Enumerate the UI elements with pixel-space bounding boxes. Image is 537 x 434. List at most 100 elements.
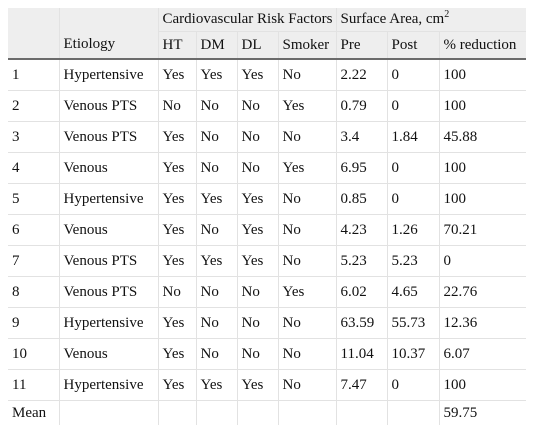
cell-smoker: No bbox=[278, 121, 337, 153]
table-row: 6 Venous Yes No Yes No 4.23 1.26 70.21 bbox=[8, 214, 527, 246]
cell-reduction: 0 bbox=[439, 245, 527, 277]
table-container: Cardiovascular Risk Factors Surface Area… bbox=[8, 8, 527, 425]
cell-id: 4 bbox=[8, 152, 60, 184]
cell-smoker: Yes bbox=[278, 152, 337, 184]
cell-smoker: No bbox=[278, 307, 337, 339]
mean-reduction: 59.75 bbox=[443, 404, 478, 421]
column-header-post: Post bbox=[387, 31, 440, 60]
table-row: 1 Hypertensive Yes Yes Yes No 2.22 0 100 bbox=[8, 59, 527, 91]
cell-ht: Yes bbox=[158, 214, 197, 246]
cell-etiology: Venous PTS bbox=[59, 90, 159, 122]
cell-post: 5.23 bbox=[387, 245, 440, 277]
cell-post: 0 bbox=[387, 152, 440, 184]
cell-ht: No bbox=[158, 276, 197, 308]
header-blank-etiology bbox=[59, 8, 159, 32]
cell-id: 1 bbox=[8, 59, 60, 91]
cell-post: 1.84 bbox=[387, 121, 440, 153]
cell-reduction: 12.36 bbox=[439, 307, 527, 339]
cell-reduction: 70.21 bbox=[439, 214, 527, 246]
column-header-id bbox=[8, 31, 60, 60]
cell-etiology: Venous bbox=[59, 214, 159, 246]
risk-factors-group-label: Cardiovascular Risk Factors bbox=[162, 11, 333, 27]
cell-dm: Yes bbox=[196, 183, 238, 215]
table-row: 8 Venous PTS No No No Yes 6.02 4.65 22.7… bbox=[8, 276, 527, 308]
surface-area-unit-exponent: 2 bbox=[444, 9, 450, 20]
cell-dm: Yes bbox=[196, 245, 238, 277]
cell-pre: 7.47 bbox=[336, 369, 388, 401]
header-blank-id bbox=[8, 8, 60, 32]
mean-empty-dm bbox=[196, 400, 238, 425]
cell-ht: Yes bbox=[158, 183, 197, 215]
cell-smoker: No bbox=[278, 183, 337, 215]
cell-id: 10 bbox=[8, 338, 60, 370]
cell-smoker: Yes bbox=[278, 276, 337, 308]
mean-empty-pre bbox=[336, 400, 388, 425]
cell-ht: Yes bbox=[158, 152, 197, 184]
cell-dm: No bbox=[196, 214, 238, 246]
cell-pre: 0.79 bbox=[336, 90, 388, 122]
cell-dl: No bbox=[237, 152, 279, 184]
table-header: Cardiovascular Risk Factors Surface Area… bbox=[8, 8, 527, 60]
cell-etiology: Hypertensive bbox=[59, 307, 159, 339]
cell-ht: Yes bbox=[158, 307, 197, 339]
cell-dm: No bbox=[196, 276, 238, 308]
cell-dl: Yes bbox=[237, 214, 279, 246]
cell-post: 4.65 bbox=[387, 276, 440, 308]
surface-area-group-header: Surface Area, cm2 bbox=[336, 8, 527, 32]
cell-post: 0 bbox=[387, 90, 440, 122]
cell-reduction: 6.07 bbox=[439, 338, 527, 370]
cell-smoker: Yes bbox=[278, 90, 337, 122]
cell-ht: Yes bbox=[158, 121, 197, 153]
mean-empty-post bbox=[387, 400, 440, 425]
cell-post: 55.73 bbox=[387, 307, 440, 339]
cell-reduction: 100 bbox=[439, 59, 527, 91]
mean-label: Mean bbox=[8, 400, 60, 425]
cell-dl: No bbox=[237, 276, 279, 308]
risk-factors-group-header: Cardiovascular Risk Factors bbox=[158, 8, 337, 32]
cell-smoker: No bbox=[278, 59, 337, 91]
cell-dm: No bbox=[196, 152, 238, 184]
cell-dl: No bbox=[237, 90, 279, 122]
table-row: 11 Hypertensive Yes Yes Yes No 7.47 0 10… bbox=[8, 369, 527, 401]
cell-etiology: Venous bbox=[59, 152, 159, 184]
mean-empty-etiology bbox=[59, 400, 159, 425]
cell-id: 3 bbox=[8, 121, 60, 153]
cell-dm: Yes bbox=[196, 369, 238, 401]
cell-smoker: No bbox=[278, 214, 337, 246]
cell-post: 0 bbox=[387, 59, 440, 91]
cell-ht: Yes bbox=[158, 59, 197, 91]
column-header-smoker: Smoker bbox=[278, 31, 337, 60]
cell-etiology: Venous PTS bbox=[59, 276, 159, 308]
table-row: 7 Venous PTS Yes Yes Yes No 5.23 5.23 0 bbox=[8, 245, 527, 277]
column-header-pre: Pre bbox=[336, 31, 388, 60]
cell-id: 7 bbox=[8, 245, 60, 277]
cell-dm: No bbox=[196, 338, 238, 370]
cell-pre: 11.04 bbox=[336, 338, 388, 370]
cell-post: 0 bbox=[387, 369, 440, 401]
header-row-columns: Etiology HT DM DL Smoker Pre Post % redu… bbox=[8, 31, 527, 60]
column-header-etiology: Etiology bbox=[59, 31, 159, 60]
cell-smoker: No bbox=[278, 245, 337, 277]
column-header-ht: HT bbox=[158, 31, 197, 60]
mean-empty-ht bbox=[158, 400, 197, 425]
cell-smoker: No bbox=[278, 369, 337, 401]
cell-reduction: 45.88 bbox=[439, 121, 527, 153]
cell-id: 11 bbox=[8, 369, 60, 401]
cell-etiology: Venous bbox=[59, 338, 159, 370]
column-header-reduction: % reduction bbox=[439, 31, 527, 60]
mean-row: Mean 59.75 bbox=[8, 400, 526, 425]
table-row: 10 Venous Yes No No No 11.04 10.37 6.07 bbox=[8, 338, 527, 370]
cell-etiology: Hypertensive bbox=[59, 183, 159, 215]
cell-ht: Yes bbox=[158, 369, 197, 401]
cell-pre: 3.4 bbox=[336, 121, 388, 153]
cell-dm: No bbox=[196, 121, 238, 153]
cell-pre: 63.59 bbox=[336, 307, 388, 339]
cell-ht: Yes bbox=[158, 245, 197, 277]
cell-dl: No bbox=[237, 121, 279, 153]
mean-empty-dl bbox=[237, 400, 279, 425]
table-row: 4 Venous Yes No No Yes 6.95 0 100 bbox=[8, 152, 527, 184]
cell-pre: 2.22 bbox=[336, 59, 388, 91]
cell-reduction: 100 bbox=[439, 152, 527, 184]
cell-pre: 4.23 bbox=[336, 214, 388, 246]
cell-dm: No bbox=[196, 90, 238, 122]
